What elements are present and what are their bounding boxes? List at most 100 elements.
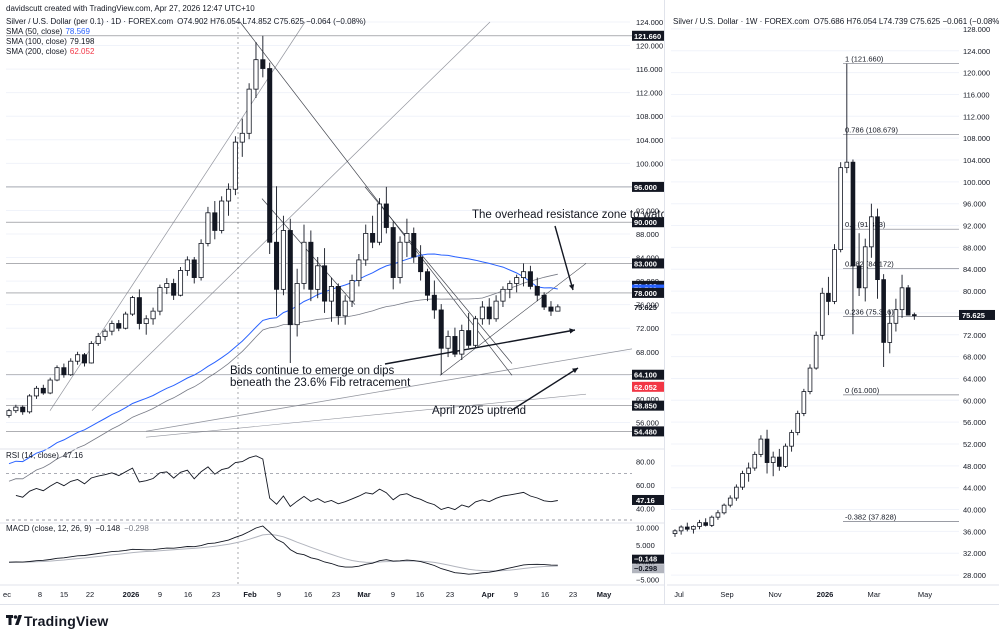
current-price-tag-bg: [959, 309, 995, 320]
price-tick-label: 40.000: [963, 506, 986, 515]
price-tick-label: 76.000: [636, 301, 659, 310]
price-tag-bg: [632, 258, 665, 269]
macd-signal-line: [8, 533, 558, 572]
macd-label[interactable]: MACD (close, 12, 26, 9) −0.148 −0.298: [6, 524, 149, 533]
candle-up: [6, 410, 12, 416]
time-tick-label: 9: [277, 590, 281, 599]
candle-down: [308, 241, 314, 290]
time-tick-label: 9: [514, 590, 518, 599]
sma200-legend[interactable]: SMA (200, close) 62.052: [6, 47, 95, 56]
sma100-legend[interactable]: SMA (100, close) 79.198: [6, 37, 95, 46]
dips-annotation-line1: Bids continue to emerge on dips: [230, 365, 395, 377]
daily-price-axis: 124.000 120.000 116.000 112.000 108.000 104.0…: [632, 18, 665, 437]
price-tick-label: 72.000: [963, 331, 986, 340]
price-tick-label: 56.000: [963, 418, 986, 427]
weekly-chart-svg[interactable]: 1 (121.660) 0.786 (108.679) 0.5 (91.333) 0.…: [667, 0, 999, 604]
candle-up: [54, 367, 60, 381]
time-tick-label: 23: [212, 590, 220, 599]
time-tick-label: Apr: [482, 590, 495, 599]
weekly-fib-levels: 1 (121.660) 0.786 (108.679) 0.5 (91.333) 0.…: [843, 55, 959, 522]
daily-chart-panel[interactable]: 124.000 120.000 116.000 112.000 108.000 104.0…: [0, 0, 673, 604]
price-tag-bg: [632, 181, 665, 192]
sma50-legend[interactable]: SMA (50, close) 78.569: [6, 27, 90, 36]
candle-up: [88, 343, 94, 364]
sma50-line: [8, 253, 558, 465]
candle-up: [13, 406, 19, 412]
weekly-grid: [671, 28, 959, 576]
candle-up: [472, 318, 479, 346]
candle-up: [404, 233, 410, 243]
uptrend-arrow: [511, 367, 579, 411]
time-tick-label: 16: [541, 590, 549, 599]
candle-up: [697, 522, 702, 527]
price-tag: 83.000: [634, 259, 657, 268]
candle-down: [418, 256, 424, 273]
sma100-line: [8, 273, 558, 482]
price-tag-bg: [632, 30, 665, 41]
candle-up: [838, 167, 843, 250]
time-tick-label: Feb: [243, 590, 257, 599]
symbol-ohlc: O74.902 H76.054 L74.852 C75.625 −0.064 (…: [177, 17, 366, 26]
price-tag: 78.000: [634, 289, 657, 298]
candle-up: [801, 391, 807, 414]
tradingview-logo-icon: [6, 615, 22, 625]
candle-down: [40, 387, 46, 394]
candle-up: [727, 497, 733, 506]
weekly-candles: [672, 63, 917, 537]
candle-down: [548, 306, 554, 312]
candle-up: [721, 504, 727, 514]
candle-up: [205, 212, 211, 244]
candle-up: [862, 246, 868, 289]
candle-up: [102, 330, 108, 337]
macd-tick-label: 10.000: [636, 523, 659, 532]
time-tick-label: 23: [569, 590, 577, 599]
fib-level-label: 0.5 (91.333): [845, 220, 886, 229]
price-tag: 58.850: [634, 402, 657, 411]
candle-up: [445, 336, 451, 349]
price-tick-label: 88.000: [963, 243, 986, 252]
candle-up: [783, 445, 788, 467]
price-tick-label: 72.000: [636, 324, 659, 333]
symbol-name: Silver / U.S. Dollar (per 0.1) · 1D · FO…: [6, 17, 173, 26]
rsi-tick-label: 40.00: [636, 504, 655, 513]
candle-up: [500, 288, 506, 302]
time-tick-label: Mar: [868, 590, 881, 599]
candle-up: [315, 265, 321, 290]
price-tick-label: 92.000: [963, 222, 986, 231]
candle-up: [758, 438, 764, 455]
time-tick-label: 2026: [817, 590, 834, 599]
candle-up: [752, 453, 758, 469]
candle-down: [390, 227, 396, 278]
trendline: [49, 21, 306, 411]
candle-down: [875, 216, 880, 281]
price-tick-label: 108.000: [636, 112, 663, 121]
candle-up: [770, 456, 776, 463]
weekly-chart-panel[interactable]: 1 (121.660) 0.786 (108.679) 0.5 (91.333) 0.…: [667, 0, 999, 604]
price-tag: 54.480: [634, 427, 657, 436]
trendline: [91, 21, 491, 411]
candle-up: [239, 132, 245, 143]
candle-down: [431, 294, 437, 311]
price-tick-label: 60.000: [963, 396, 986, 405]
dips-arrow-head: [569, 328, 575, 334]
trendline: [239, 21, 513, 376]
sma200-value: 62.052: [70, 47, 95, 56]
candle-up: [47, 379, 53, 394]
candle-up: [301, 241, 307, 284]
price-tick-label: 68.000: [963, 353, 986, 362]
candle-up: [129, 297, 136, 315]
trendline: [439, 263, 587, 376]
candle-down: [191, 259, 197, 278]
candle-up: [740, 473, 745, 488]
price-tag: 90.000: [634, 218, 657, 227]
time-tick-label: Nov: [768, 590, 782, 599]
price-tick-label: 44.000: [963, 484, 986, 493]
rsi-label[interactable]: RSI (14, close) 47.16: [6, 451, 83, 460]
resistance-arrow-head: [568, 284, 575, 290]
price-tick-label: 64.000: [963, 374, 986, 383]
daily-time-axis: ec 8 15 22 2026 9 16 23 Feb 9 16 23 Mar 9 16 23 Apr 9 16 23…: [0, 22, 664, 599]
candle-down: [438, 309, 444, 349]
daily-chart-svg[interactable]: 124.000 120.000 116.000 112.000 108.000 104.0…: [0, 0, 673, 604]
candle-down: [260, 59, 266, 69]
trendline: [364, 186, 513, 364]
